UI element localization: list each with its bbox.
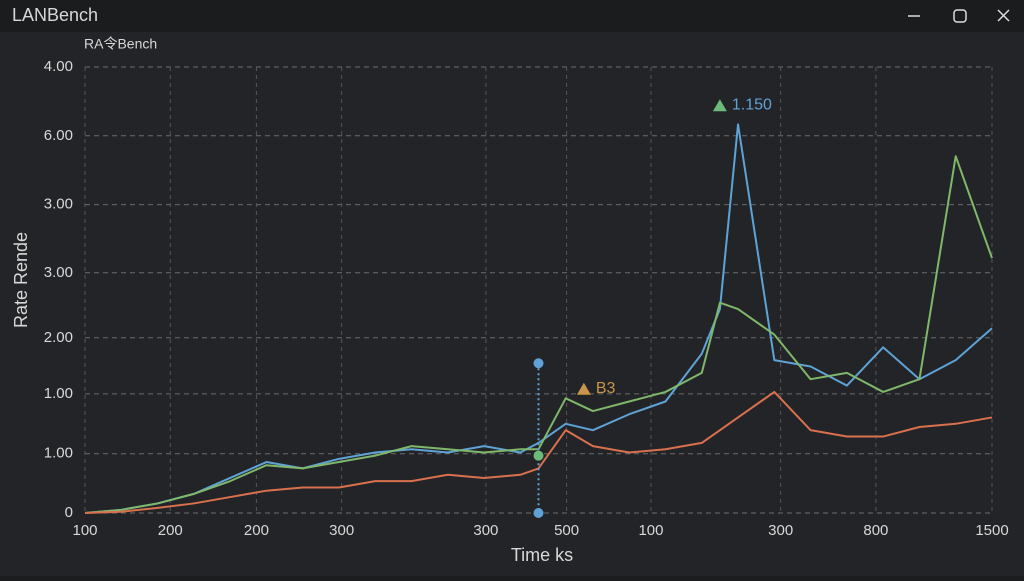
y-tick-label: 1.00: [44, 445, 73, 462]
annotation-label: 1.150: [732, 96, 772, 113]
y-tick-label: 0: [65, 504, 73, 521]
x-axis-label: Time ks: [511, 545, 573, 565]
marker-dot: [533, 508, 544, 518]
chart-subtitle: RA令Bench: [84, 36, 157, 52]
y-tick-label: 2.00: [44, 329, 73, 346]
annotation-label: B3: [596, 380, 616, 397]
marker-dot: [533, 450, 544, 461]
y-tick-label: 3.00: [44, 196, 73, 213]
close-button[interactable]: [997, 9, 1010, 22]
x-tick-label: 300: [768, 522, 793, 539]
x-tick-label: 300: [329, 522, 354, 539]
plot-area: 0 1.00 1.00 2.00 3.00 3.00 6.00 4.00 100 200 200 30…: [44, 58, 1009, 539]
marker-dot: [533, 358, 544, 369]
y-tick-label: 6.00: [44, 127, 73, 144]
x-tick-label: 300: [473, 522, 498, 539]
window-title: LANBench: [12, 5, 98, 25]
x-tick-label: 500: [554, 522, 579, 539]
maximize-button[interactable]: [953, 9, 967, 23]
x-tick-label: 100: [72, 522, 97, 539]
y-axis-label: Rate Rende: [11, 232, 31, 328]
x-tick-label: 200: [158, 522, 183, 539]
y-tick-label: 3.00: [44, 264, 73, 281]
title-bar: [0, 0, 1024, 32]
series-line: [84, 390, 993, 514]
annotation-marker: [712, 99, 727, 112]
y-tick-label: 1.00: [44, 385, 73, 402]
x-tick-label: 100: [638, 522, 663, 539]
x-tick-label: 1500: [975, 522, 1008, 539]
annotation-marker: [576, 382, 591, 395]
x-tick-label: 200: [244, 522, 269, 539]
x-tick-label: 800: [863, 522, 888, 539]
y-tick-label: 4.00: [44, 58, 73, 75]
series-line: [84, 155, 993, 514]
